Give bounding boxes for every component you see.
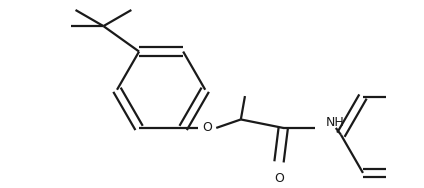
Text: O: O (274, 172, 284, 185)
Text: NH: NH (326, 116, 344, 129)
Text: O: O (202, 121, 212, 134)
